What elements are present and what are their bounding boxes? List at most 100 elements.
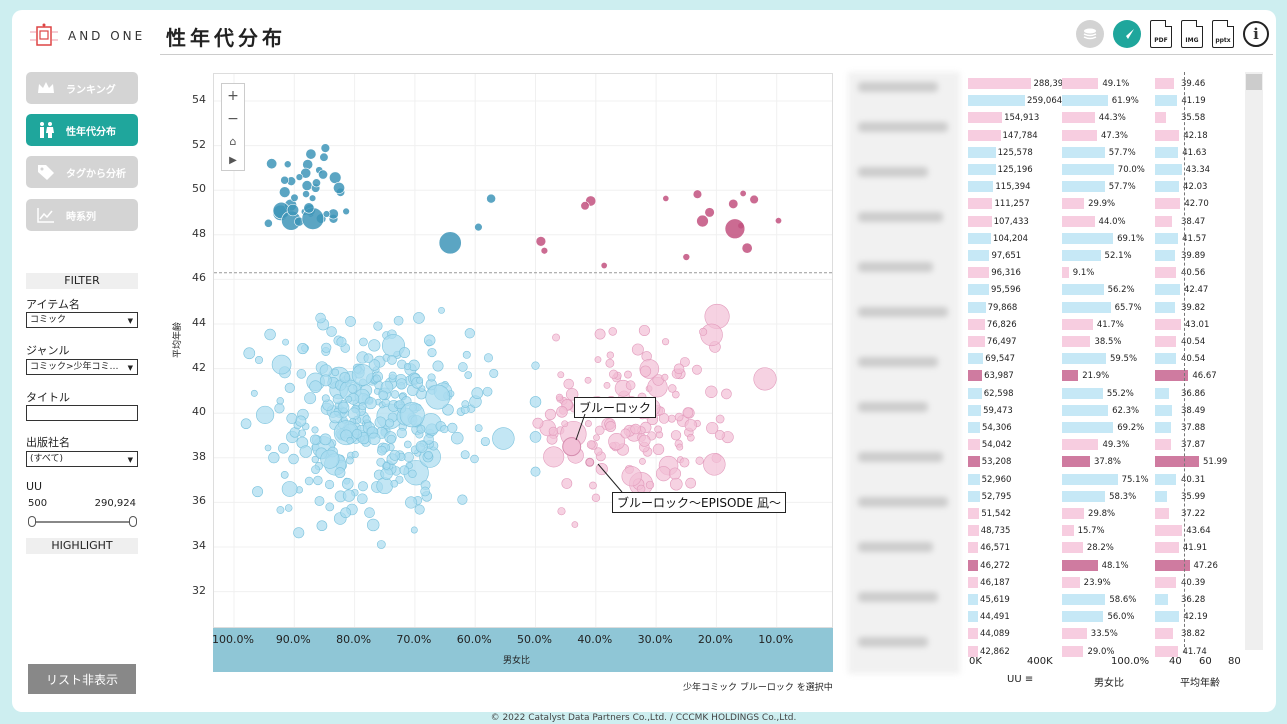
data-point <box>312 178 321 188</box>
publisher-value: (すべて) <box>30 454 64 464</box>
y-tick-label: 42 <box>192 360 206 374</box>
uu-bar <box>968 422 980 433</box>
bird-icon[interactable] <box>1113 20 1141 48</box>
data-point <box>741 242 753 254</box>
nav-demographics[interactable]: 性年代分布 <box>26 114 138 146</box>
data-point <box>464 328 475 339</box>
ratio-value: 37.8% <box>1093 457 1121 468</box>
data-point <box>358 402 367 411</box>
data-point <box>345 316 356 327</box>
uu-slider-track[interactable] <box>30 521 134 523</box>
image-export-icon[interactable]: IMG <box>1181 20 1203 48</box>
home-icon[interactable]: ⌂ <box>229 134 237 148</box>
scatter-svg <box>214 74 838 627</box>
data-point <box>351 450 359 459</box>
data-point <box>399 465 410 476</box>
uu-value: 76,826 <box>986 319 1017 330</box>
ratio-value: 47.3% <box>1101 130 1129 141</box>
uu-bar <box>968 250 990 261</box>
data-point <box>461 400 470 408</box>
nav-ranking[interactable]: ランキング <box>26 72 138 104</box>
ratio-value: 70.0% <box>1117 165 1145 175</box>
nav-tag-analysis-label: タグから分析 <box>66 168 126 180</box>
ratio-value: 29.0% <box>1087 646 1115 657</box>
data-point <box>316 520 328 532</box>
col-head-age[interactable]: 平均年齢 <box>1180 678 1220 689</box>
pdf-export-icon[interactable]: PDF <box>1150 20 1172 48</box>
play-icon[interactable]: ▶ <box>229 155 237 167</box>
data-point <box>492 427 515 450</box>
data-point <box>625 380 636 391</box>
pptx-export-icon[interactable]: pptx <box>1212 20 1234 48</box>
data-point <box>331 368 340 377</box>
nav-timeseries-label: 時系列 <box>66 211 96 223</box>
uu-value: 62,598 <box>983 388 1014 399</box>
title-filter-input[interactable] <box>26 405 138 421</box>
ratio-bar <box>1062 508 1085 519</box>
uu-bar <box>968 112 1003 124</box>
age-bar <box>1155 95 1178 107</box>
data-point <box>395 399 405 410</box>
data-point <box>684 419 697 432</box>
ratio-bar <box>1062 112 1095 124</box>
data-point <box>243 347 256 360</box>
data-point <box>609 369 619 379</box>
genre-select[interactable]: コミック>少年コミ… ▼ <box>26 359 138 375</box>
data-point <box>319 152 329 162</box>
data-point <box>256 405 275 424</box>
data-point <box>376 445 387 456</box>
age-value: 35.99 <box>1181 491 1206 502</box>
data-point <box>532 417 544 429</box>
nav-tag-analysis[interactable]: タグから分析 <box>26 156 138 188</box>
data-point <box>342 207 350 216</box>
item-name-select[interactable]: コミック ▼ <box>26 312 138 328</box>
ratio-value: 41.7% <box>1096 319 1124 330</box>
data-point <box>399 347 411 359</box>
age-bar <box>1155 112 1167 124</box>
data-point <box>714 430 725 441</box>
uu-value: 46,272 <box>980 560 1010 571</box>
data-point <box>645 480 655 490</box>
table-scrollbar-thumb[interactable] <box>1246 74 1262 90</box>
age-bar <box>1155 129 1180 141</box>
chevron-down-icon: ▼ <box>127 364 133 372</box>
data-point <box>531 361 540 370</box>
publisher-select[interactable]: (すべて) ▼ <box>26 451 138 467</box>
data-point <box>322 210 331 218</box>
age-value: 37.87 <box>1181 440 1206 451</box>
uu-value: 288,396 <box>1033 79 1069 89</box>
info-icon[interactable]: i <box>1243 21 1269 47</box>
data-point <box>427 347 437 358</box>
hide-list-button[interactable]: リスト非表示 <box>28 664 136 694</box>
uu-slider-max-handle[interactable] <box>129 516 137 527</box>
ratio-value: 49.3% <box>1102 440 1130 451</box>
ratio-bar <box>1062 301 1111 313</box>
ratio-bar <box>1062 422 1114 433</box>
age-bar <box>1155 508 1170 519</box>
data-point <box>381 398 391 408</box>
age-value: 39.89 <box>1181 251 1206 261</box>
data-point <box>595 463 608 476</box>
col-head-ratio[interactable]: 男女比 <box>1094 678 1124 689</box>
zoom-in-icon[interactable]: + <box>227 87 239 104</box>
uu-slider-min-handle[interactable] <box>28 516 36 527</box>
age-bar <box>1155 284 1180 296</box>
x-tick-label: 10.0% <box>758 633 794 646</box>
ratio-bar <box>1062 611 1104 623</box>
brand-logo[interactable]: AND ONE <box>28 22 145 50</box>
table-scrollbar[interactable] <box>1245 72 1263 650</box>
scatter-plot-area[interactable] <box>213 73 838 628</box>
nav-timeseries[interactable]: 時系列 <box>26 199 138 231</box>
uu-label: UU <box>26 480 43 493</box>
ratio-value: 9.1% <box>1072 268 1095 279</box>
data-point <box>326 326 337 337</box>
zoom-out-icon[interactable]: − <box>227 111 239 128</box>
uu-value: 51,542 <box>981 509 1012 519</box>
sort-icon[interactable]: ≡ <box>1024 674 1034 685</box>
data-point <box>297 343 309 355</box>
pdf-label: PDF <box>1154 37 1168 44</box>
layers-icon[interactable] <box>1076 20 1104 48</box>
col-head-uu[interactable]: UU ≡ <box>1007 674 1033 685</box>
data-point <box>668 384 677 393</box>
data-point <box>584 420 592 428</box>
